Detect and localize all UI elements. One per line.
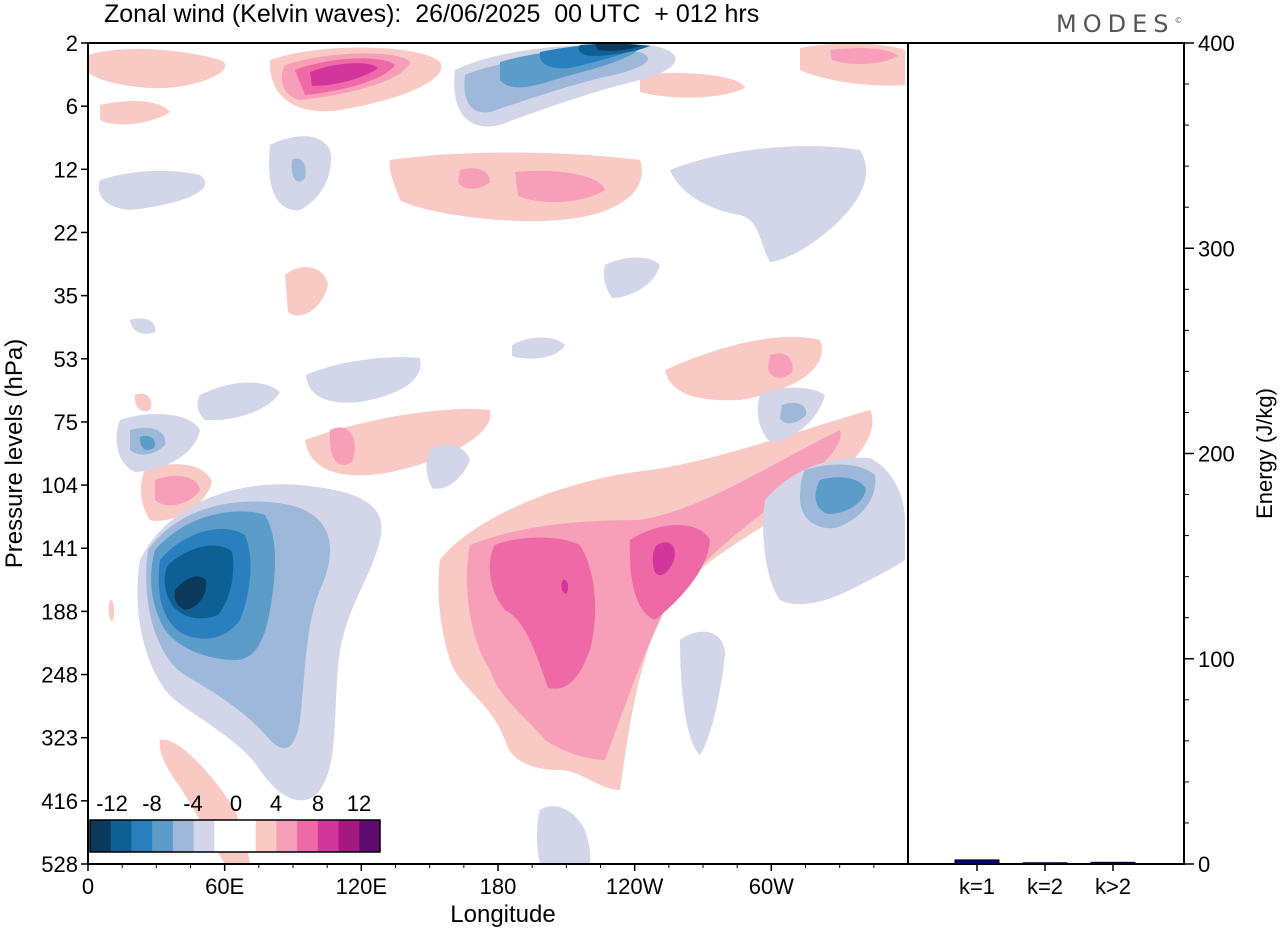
y-tick-label: 2 bbox=[66, 31, 78, 56]
contour-region bbox=[537, 806, 591, 864]
contour-region bbox=[458, 168, 490, 189]
colorbar-swatch bbox=[172, 820, 195, 852]
colorbar-label: 0 bbox=[230, 791, 242, 816]
contour-region bbox=[670, 146, 867, 262]
colorbar-swatch bbox=[338, 820, 360, 852]
contour-region bbox=[283, 550, 305, 613]
y-tick-label: 12 bbox=[54, 157, 78, 182]
energy-frame bbox=[907, 42, 1185, 865]
chart-title: Zonal wind (Kelvin waves): 26/06/2025 00… bbox=[104, 0, 760, 28]
energy-tick-label: 0 bbox=[1198, 852, 1210, 877]
energy-tick-label: 400 bbox=[1198, 31, 1235, 56]
contour-region bbox=[652, 542, 675, 576]
colorbar-swatch bbox=[152, 820, 174, 852]
contour-region bbox=[329, 427, 355, 465]
x-tick-label: 60W bbox=[749, 874, 794, 899]
y-tick-label: 416 bbox=[41, 789, 78, 814]
energy-bar bbox=[1090, 861, 1136, 865]
colorbar-swatch bbox=[193, 820, 215, 852]
contour-region bbox=[629, 525, 710, 620]
x-tick-label: 120E bbox=[336, 874, 387, 899]
contour-region bbox=[768, 353, 793, 378]
colorbar-label: -4 bbox=[183, 791, 203, 816]
contour-region bbox=[640, 72, 745, 98]
colorbar-swatch bbox=[214, 820, 236, 852]
y-tick-label: 141 bbox=[41, 536, 78, 561]
y-tick-label: 323 bbox=[41, 726, 78, 751]
contour-region bbox=[88, 48, 226, 89]
x-tick-label: 60E bbox=[205, 874, 244, 899]
energy-bar bbox=[954, 859, 1000, 865]
contour-region bbox=[603, 257, 660, 298]
contour-region bbox=[98, 170, 206, 210]
x-tick-label: 0 bbox=[82, 874, 94, 899]
energy-tick-label: 300 bbox=[1198, 236, 1235, 261]
contour-region bbox=[100, 100, 170, 125]
contour-region bbox=[130, 318, 156, 334]
energy-tick-label: 100 bbox=[1198, 647, 1235, 672]
contour-region bbox=[140, 435, 156, 450]
contour-region bbox=[780, 402, 807, 424]
colorbar-swatch bbox=[276, 820, 298, 852]
contour-region bbox=[680, 631, 725, 755]
colorbar-swatch bbox=[131, 820, 153, 852]
colorbar-swatch bbox=[90, 820, 112, 852]
x-axis-label: Longitude bbox=[450, 901, 555, 928]
colorbar-swatch bbox=[235, 820, 257, 852]
colorbar-label: 8 bbox=[312, 791, 324, 816]
contour-region bbox=[815, 477, 866, 514]
y-tick-label: 22 bbox=[54, 220, 78, 245]
contour-region bbox=[665, 336, 822, 401]
contour-region bbox=[515, 170, 605, 203]
contour-region bbox=[306, 357, 421, 403]
contour-region bbox=[174, 576, 207, 610]
y-tick-label: 248 bbox=[41, 663, 78, 688]
energy-axis-label: Energy (J/kg) bbox=[1252, 388, 1277, 519]
y-tick-label: 53 bbox=[54, 347, 78, 372]
contour-region bbox=[512, 337, 565, 359]
contour-region bbox=[197, 382, 280, 421]
x-tick-label: 120W bbox=[606, 874, 664, 899]
y-tick-label: 75 bbox=[54, 410, 78, 435]
colorbar-swatch bbox=[317, 820, 340, 852]
contour-region bbox=[489, 537, 596, 689]
energy-category-label: k=1 bbox=[959, 874, 995, 899]
contour-region bbox=[561, 579, 569, 594]
energy-category-label: k>2 bbox=[1095, 874, 1131, 899]
y-tick-label: 6 bbox=[66, 94, 78, 119]
contour-region bbox=[389, 152, 642, 222]
colorbar-label: -12 bbox=[96, 791, 128, 816]
contour-region bbox=[285, 267, 328, 316]
y-tick-label: 35 bbox=[54, 284, 78, 309]
colorbar-swatch bbox=[359, 820, 381, 852]
contour-region bbox=[426, 444, 470, 489]
contour-region bbox=[108, 599, 115, 622]
y-axis-label: Pressure levels (hPa) bbox=[1, 339, 28, 568]
colorbar-swatch bbox=[297, 820, 319, 852]
y-tick-label: 528 bbox=[41, 852, 78, 877]
energy-category-label: k=2 bbox=[1027, 874, 1063, 899]
contour-region bbox=[134, 393, 152, 412]
contour-region bbox=[291, 158, 306, 182]
y-tick-label: 104 bbox=[41, 473, 78, 498]
contour-region bbox=[310, 63, 378, 86]
colorbar-swatch bbox=[255, 820, 277, 852]
contour-region bbox=[595, 43, 640, 51]
modes-logo: MODES© bbox=[1056, 10, 1183, 38]
colorbar-swatch bbox=[110, 820, 132, 852]
colorbar-label: -8 bbox=[142, 791, 162, 816]
energy-tick-label: 200 bbox=[1198, 442, 1235, 467]
contour-region bbox=[155, 475, 200, 506]
y-tick-label: 188 bbox=[41, 599, 78, 624]
x-tick-label: 180 bbox=[480, 874, 517, 899]
colorbar-label: 12 bbox=[347, 791, 371, 816]
contour-region bbox=[830, 48, 898, 65]
colorbar-frame bbox=[89, 819, 381, 853]
colorbar-label: 4 bbox=[270, 791, 282, 816]
